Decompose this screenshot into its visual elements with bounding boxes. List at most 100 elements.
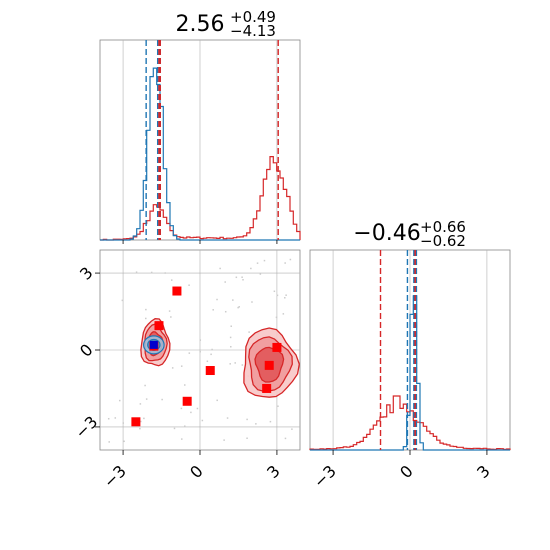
scatter-point-8 [131,417,141,427]
scatter-sample-26 [123,440,125,443]
scatter-sample-10 [230,345,232,348]
histogram-param-2 [309,249,511,451]
scatter-sample-41 [210,353,212,356]
scatter-density-panel [99,249,301,451]
scatter-sample-1 [144,384,146,387]
scatter-sample-29 [145,317,147,320]
scatter-sample-86 [168,310,171,312]
scatter-sample-7 [250,267,252,270]
scatter-point-1 [154,321,164,331]
scatter-sample-11 [211,348,213,351]
scatter-sample-88 [216,298,218,301]
scatter-sample-80 [139,403,142,405]
scatter-sample-21 [284,437,287,440]
scatter-sample-70 [234,362,236,364]
scatter-sample-28 [143,417,145,420]
scatter-sample-74 [170,316,172,318]
scatter-sample-78 [181,438,183,440]
scatter-ytick-label-2: 3 [76,263,97,284]
scatter-sample-57 [188,352,191,354]
scatter-sample-51 [171,367,174,369]
scatter-point-3 [272,342,282,352]
param-1-title-value: 2.56 [176,12,225,37]
scatter-sample-67 [206,360,209,363]
scatter-sample-24 [114,417,117,419]
scatter-sample-23 [241,276,243,278]
scatter-sample-58 [284,262,286,264]
scatter-sample-44 [108,441,110,443]
scatter-sample-37 [201,419,204,422]
scatter-sample-3 [224,281,226,283]
scatter-point-7 [182,396,192,406]
scatter-sample-62 [284,297,286,299]
param-1-title: 2.56 [176,12,225,37]
scatter-sample-83 [223,439,225,441]
scatter-sample-75 [269,420,272,423]
scatter-sample-22 [248,331,250,333]
scatter-sample-65 [276,294,279,297]
scatter-sample-76 [164,272,166,274]
scatter-point-0 [172,286,182,296]
hist-2-blue-series [310,295,510,451]
scatter-sample-77 [107,417,110,420]
scatter-sample-46 [150,271,153,274]
param-1-title-minus: −4.13 [230,22,276,40]
scatter-ytick-label-0: −3 [71,412,101,442]
scatter-sample-27 [219,267,221,270]
scatter-sample-73 [273,290,276,293]
scatter-sample-9 [190,411,192,414]
scatter-sample-60 [170,279,173,281]
scatter-sample-15 [145,308,147,311]
hist-2-xtick-label-0: −3 [310,461,340,491]
histogram-param-1 [99,39,301,241]
scatter-sample-0 [241,364,244,366]
hist-2-xtick-label-1: 0 [396,461,417,482]
scatter-sample-32 [232,299,234,301]
scatter-sample-71 [180,407,183,410]
scatter-point-4 [205,366,215,376]
scatter-sample-85 [246,418,248,421]
scatter-sample-50 [229,336,232,339]
scatter-sample-25 [122,422,125,424]
scatter-sample-54 [230,325,232,327]
hist-2-xtick-label-2: 3 [473,461,494,482]
scatter-sample-66 [224,310,227,313]
scatter-sample-36 [135,271,138,273]
scatter-sample-20 [275,316,278,319]
scatter-sample-89 [237,306,239,309]
scatter-sample-56 [263,259,266,262]
scatter-sample-35 [256,262,259,264]
scatter-sample-39 [139,427,141,430]
scatter-xtick-label-0: −3 [100,461,130,491]
scatter-sample-18 [121,299,124,302]
scatter-sample-47 [251,301,253,303]
scatter-sample-8 [196,407,199,410]
scatter-sample-5 [226,417,229,419]
scatter-sample-61 [238,306,240,308]
param-2-title-minus: −0.62 [420,232,466,250]
scatter-point-5 [264,360,274,370]
scatter-sample-52 [199,350,201,353]
scatter-sample-2 [289,258,292,261]
scatter-sample-72 [216,399,218,402]
scatter-xtick-label-2: 3 [263,461,284,482]
scatter-sample-16 [161,398,163,401]
scatter-sample-13 [246,437,248,440]
scatter-sample-49 [285,294,287,296]
scatter-sample-48 [188,284,190,286]
scatter-sample-63 [145,398,148,400]
scatter-sample-45 [184,425,186,427]
scatter-sample-64 [255,423,257,425]
scatter-sample-79 [235,276,238,279]
scatter-sample-59 [173,427,176,430]
scatter-sample-43 [184,384,186,386]
scatter-blue-marker [149,340,158,349]
scatter-sample-4 [277,405,279,407]
scatter-sample-33 [180,365,183,367]
scatter-sample-6 [199,339,202,341]
scatter-ytick-label-1: 0 [76,340,97,361]
scatter-sample-42 [291,428,293,430]
scatter-point-6 [262,383,272,393]
param-2-title-plus: +0.66 [420,218,466,236]
